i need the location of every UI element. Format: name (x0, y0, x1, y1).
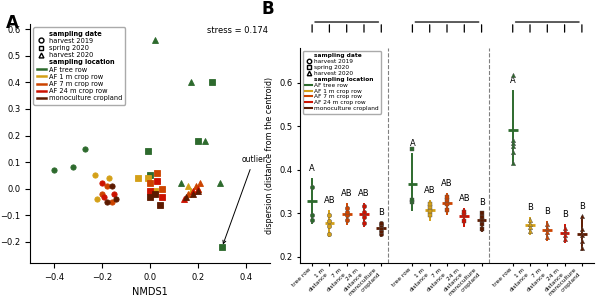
Text: A: A (309, 164, 315, 173)
Text: B: B (262, 1, 274, 19)
Text: outlier: outlier (223, 155, 266, 244)
Text: harvest 2020: harvest 2020 (517, 0, 577, 1)
Text: spring 2020: spring 2020 (420, 0, 474, 1)
Text: B: B (527, 203, 533, 212)
Text: B: B (379, 208, 384, 217)
Text: B: B (479, 198, 485, 207)
Y-axis label: dispersion (distance from the centroid): dispersion (distance from the centroid) (265, 77, 274, 234)
Text: stress = 0.174: stress = 0.174 (206, 26, 268, 35)
Text: B: B (544, 207, 550, 216)
Text: B: B (562, 210, 568, 219)
Legend: sampling date, harvest 2019, spring 2020, harvest 2020, sampling location, AF tr: sampling date, harvest 2019, spring 2020… (303, 51, 381, 114)
Text: A: A (6, 14, 19, 32)
Legend: sampling date, harvest 2019, spring 2020, harvest 2020, sampling location, AF tr: sampling date, harvest 2019, spring 2020… (34, 27, 125, 105)
Text: A: A (510, 76, 515, 85)
X-axis label: NMDS1: NMDS1 (132, 287, 168, 298)
Text: harvest 2019: harvest 2019 (317, 0, 377, 1)
Text: A: A (410, 139, 415, 148)
Text: AB: AB (441, 179, 453, 188)
Text: AB: AB (458, 194, 470, 203)
Text: AB: AB (341, 189, 353, 198)
Text: AB: AB (424, 186, 436, 195)
Text: AB: AB (358, 189, 370, 198)
Text: AB: AB (323, 196, 335, 205)
Text: B: B (579, 202, 585, 211)
